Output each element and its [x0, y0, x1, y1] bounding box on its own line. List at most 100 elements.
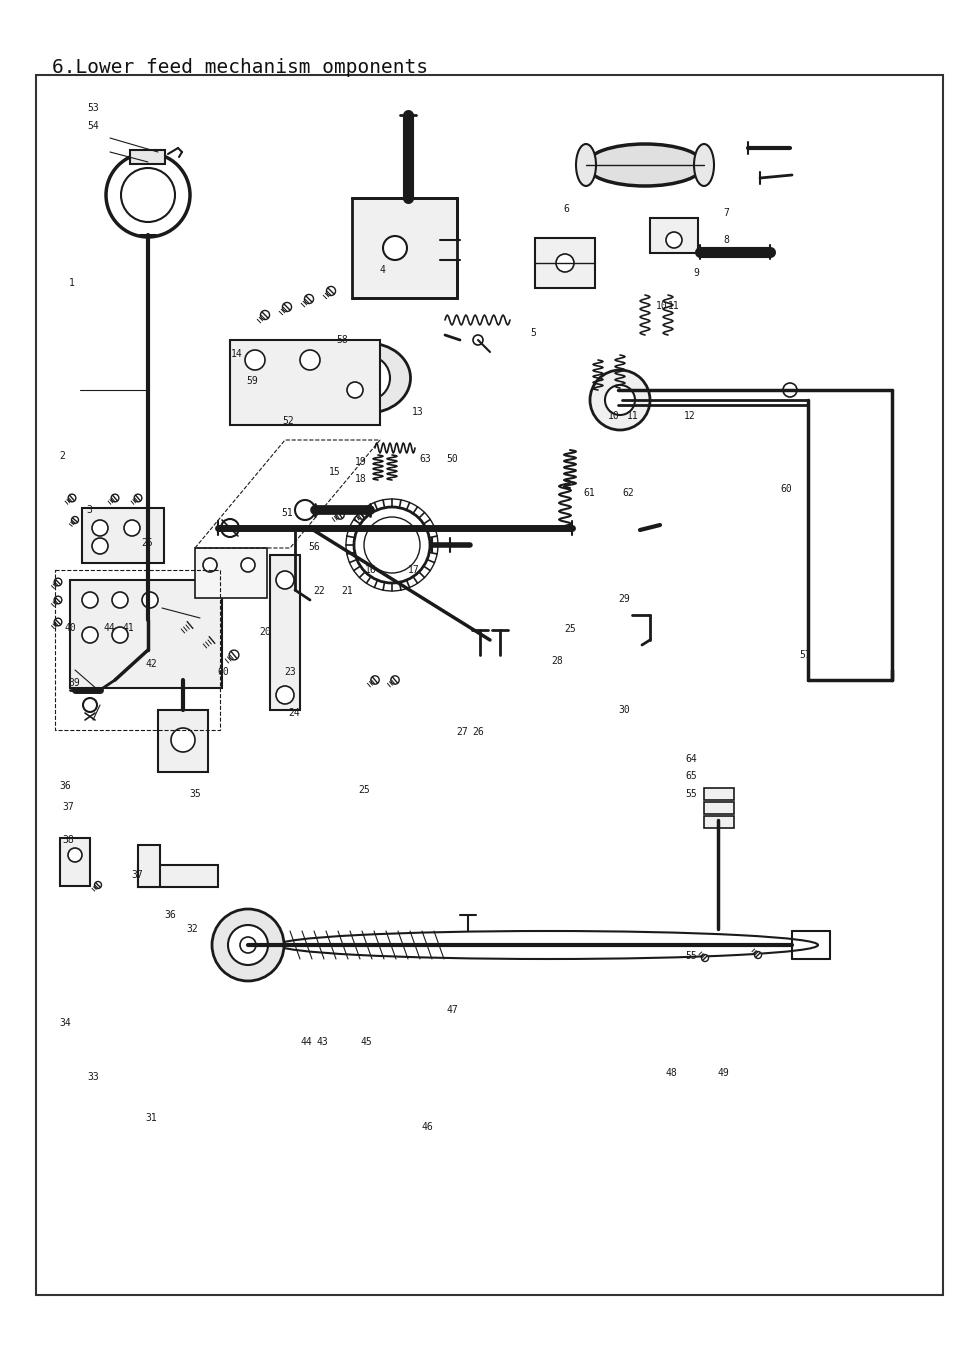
Circle shape: [94, 882, 101, 888]
Circle shape: [665, 232, 681, 248]
Text: 62: 62: [621, 487, 633, 498]
Ellipse shape: [277, 931, 817, 958]
Circle shape: [229, 651, 238, 660]
Text: 36: 36: [164, 910, 175, 921]
Circle shape: [82, 626, 98, 643]
Circle shape: [326, 286, 335, 296]
Circle shape: [71, 517, 78, 524]
Circle shape: [335, 510, 344, 520]
Text: 33: 33: [88, 1072, 99, 1083]
Circle shape: [212, 909, 284, 981]
Circle shape: [68, 494, 76, 502]
Circle shape: [82, 593, 98, 608]
Bar: [158, 710, 208, 772]
Circle shape: [754, 952, 760, 958]
Circle shape: [106, 153, 190, 238]
Bar: [60, 838, 90, 886]
Bar: [82, 508, 164, 563]
Text: 29: 29: [618, 594, 629, 605]
Bar: [703, 802, 733, 814]
Text: 42: 42: [146, 659, 157, 670]
Circle shape: [347, 382, 363, 398]
Text: 2: 2: [59, 451, 65, 462]
Text: 3: 3: [86, 505, 91, 516]
Bar: [703, 788, 733, 801]
Text: 16: 16: [364, 564, 375, 575]
Text: 63: 63: [419, 454, 431, 464]
Text: 36: 36: [59, 780, 71, 791]
Polygon shape: [230, 340, 379, 425]
Circle shape: [112, 626, 128, 643]
Bar: [352, 198, 456, 298]
Text: 38: 38: [62, 834, 73, 845]
Circle shape: [391, 676, 398, 684]
Text: 25: 25: [564, 624, 576, 634]
Text: 12: 12: [683, 410, 695, 421]
Text: 40: 40: [65, 622, 76, 633]
Text: 24: 24: [288, 707, 299, 718]
Text: 6: 6: [563, 204, 569, 215]
Ellipse shape: [325, 343, 410, 413]
Circle shape: [185, 620, 194, 630]
Circle shape: [604, 385, 635, 414]
Circle shape: [241, 558, 254, 572]
Text: 25: 25: [141, 537, 152, 548]
Text: 26: 26: [472, 726, 483, 737]
Text: 5: 5: [530, 328, 536, 339]
Text: 34: 34: [59, 1018, 71, 1029]
Text: 64: 64: [684, 753, 696, 764]
Circle shape: [240, 937, 255, 953]
Circle shape: [700, 954, 708, 961]
Circle shape: [346, 356, 390, 400]
Text: 8: 8: [722, 235, 728, 246]
Circle shape: [54, 578, 62, 586]
Circle shape: [382, 236, 407, 261]
Circle shape: [112, 494, 119, 502]
Text: 25: 25: [358, 784, 370, 795]
Bar: [138, 845, 160, 887]
Text: 1: 1: [69, 278, 74, 289]
Text: 37: 37: [62, 802, 73, 813]
Text: 37: 37: [132, 869, 143, 880]
Bar: [138, 865, 218, 887]
Circle shape: [207, 634, 216, 645]
Circle shape: [142, 593, 158, 608]
Text: 48: 48: [665, 1068, 677, 1079]
Circle shape: [556, 254, 574, 271]
Text: 11: 11: [667, 301, 679, 312]
Text: 54: 54: [88, 120, 99, 131]
Text: 19: 19: [355, 456, 366, 467]
Text: 32: 32: [186, 923, 197, 934]
Circle shape: [299, 350, 319, 370]
Text: 47: 47: [446, 1004, 457, 1015]
Circle shape: [203, 558, 216, 572]
Text: 65: 65: [684, 771, 696, 782]
Circle shape: [275, 571, 294, 589]
Bar: [270, 555, 299, 710]
Text: 13: 13: [412, 406, 423, 417]
Circle shape: [589, 370, 649, 431]
Text: 14: 14: [231, 348, 242, 359]
Text: 51: 51: [281, 508, 293, 518]
Text: 55: 55: [684, 950, 696, 961]
Circle shape: [124, 520, 140, 536]
Text: 9: 9: [693, 267, 699, 278]
Text: 23: 23: [284, 667, 295, 678]
Text: 11: 11: [626, 410, 638, 421]
Circle shape: [294, 500, 314, 520]
Text: 55: 55: [684, 788, 696, 799]
Text: 15: 15: [329, 467, 340, 478]
Circle shape: [68, 848, 82, 863]
Text: 60: 60: [780, 483, 791, 494]
Circle shape: [221, 518, 239, 537]
Ellipse shape: [576, 144, 596, 186]
Text: 18: 18: [355, 474, 366, 485]
Circle shape: [54, 597, 62, 603]
Text: 53: 53: [88, 103, 99, 113]
Text: 21: 21: [341, 586, 353, 597]
Circle shape: [245, 350, 265, 370]
Text: 6.Lower feed mechanism omponents: 6.Lower feed mechanism omponents: [52, 58, 428, 77]
Text: 41: 41: [122, 622, 133, 633]
Text: 43: 43: [316, 1037, 328, 1048]
Bar: [703, 815, 733, 828]
